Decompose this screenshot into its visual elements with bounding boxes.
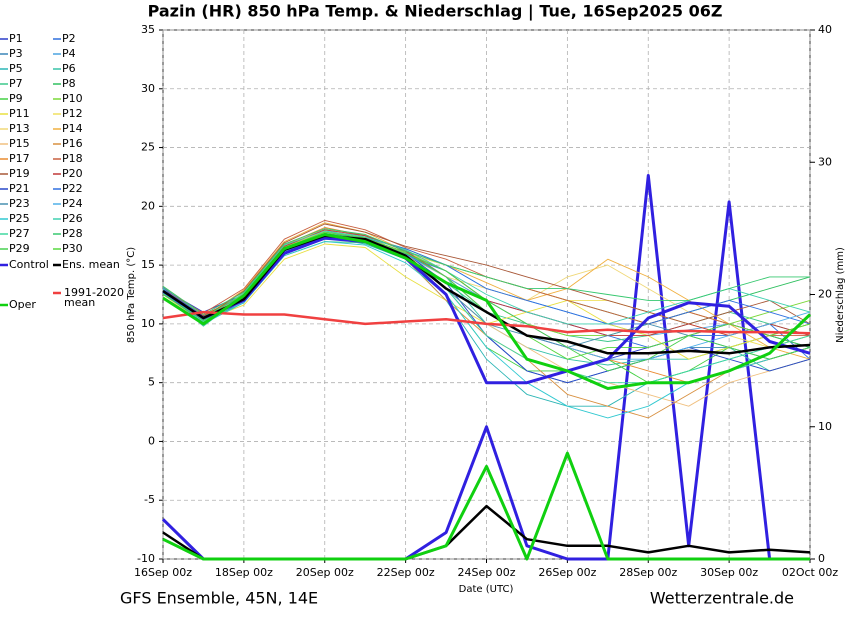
- legend-label: P18: [62, 152, 83, 165]
- legend-label-part: mean: [64, 296, 95, 309]
- legend-label: P20: [62, 167, 83, 180]
- temp-line: [162, 223, 811, 325]
- legend-label: P30: [62, 242, 83, 255]
- x-tick-label: 02Oct 00z: [782, 566, 839, 579]
- legend-label: P14: [62, 122, 83, 135]
- legend-label: Control: [9, 258, 49, 271]
- legend-label: P22: [62, 182, 83, 195]
- legend-label: P24: [62, 197, 83, 210]
- y2-tick-label: 0: [818, 552, 825, 565]
- legend-label: P13: [9, 122, 30, 135]
- legend-label: P11: [9, 107, 30, 120]
- y-tick-label: 0: [148, 434, 155, 447]
- precip-line: [162, 451, 810, 561]
- x-tick-label: 28Sep 00z: [619, 566, 677, 579]
- legend-label: P23: [9, 197, 30, 210]
- legend-label: P25: [9, 212, 30, 225]
- y2-tick-label: 30: [818, 155, 832, 168]
- y2-tick-label: 40: [818, 23, 832, 36]
- source-left: GFS Ensemble, 45N, 14E: [120, 589, 318, 608]
- x-tick-label: 26Sep 00z: [538, 566, 596, 579]
- legend-label: P17: [9, 152, 30, 165]
- y-tick-label: 35: [141, 23, 155, 36]
- y2-axis-label: Niederschlag (mm): [835, 247, 846, 343]
- legend-label: P16: [62, 137, 83, 150]
- legend-label: P19: [9, 167, 30, 180]
- x-tick-label: 22Sep 00z: [377, 566, 435, 579]
- y2-tick-label: 10: [818, 420, 832, 433]
- x-tick-label: 30Sep 00z: [700, 566, 758, 579]
- source-right: Wetterzentrale.de: [650, 589, 794, 608]
- legend-label: P12: [62, 107, 83, 120]
- legend-label: P21: [9, 182, 30, 195]
- legend-label: P28: [62, 227, 83, 240]
- y-tick-label: 10: [141, 317, 155, 330]
- legend-label-part: 1991-2020: [64, 286, 124, 299]
- y2-tick-label: 20: [818, 288, 832, 301]
- legend-label: P3: [9, 47, 23, 60]
- legend-label: Ens. mean: [62, 258, 120, 271]
- x-axis-label: Date (UTC): [459, 584, 514, 595]
- x-tick-label: 24Sep 00z: [458, 566, 516, 579]
- y-tick-label: 25: [141, 141, 155, 154]
- legend-label: P7: [9, 77, 23, 90]
- y-tick-label: 20: [141, 199, 155, 212]
- legend-label: P4: [62, 47, 76, 60]
- legend-label: P26: [62, 212, 83, 225]
- legend-label: P15: [9, 137, 30, 150]
- y-tick-label: -10: [137, 552, 155, 565]
- legend-label: P2: [62, 32, 76, 45]
- legend-label: P9: [9, 92, 23, 105]
- legend-label: Oper: [9, 298, 36, 311]
- legend-label: P5: [9, 62, 23, 75]
- legend-label: 1991-2020 mean: [64, 286, 124, 309]
- y-tick-label: 5: [148, 376, 155, 389]
- legend-label: P8: [62, 77, 76, 90]
- x-tick-label: 16Sep 00z: [134, 566, 192, 579]
- y-tick-label: -5: [144, 493, 155, 506]
- legend-label: P29: [9, 242, 30, 255]
- temp-line: [162, 236, 811, 385]
- y-tick-label: 15: [141, 258, 155, 271]
- x-tick-label: 18Sep 00z: [215, 566, 273, 579]
- x-tick-label: 20Sep 00z: [296, 566, 354, 579]
- y-axis-label: 850 hPa Temp. (°C): [126, 247, 137, 343]
- y-tick-label: 30: [141, 82, 155, 95]
- temp-line: [162, 310, 811, 335]
- legend-label: P1: [9, 32, 23, 45]
- legend-label: P10: [62, 92, 83, 105]
- temp-line: [162, 228, 810, 315]
- chart-title: Pazin (HR) 850 hPa Temp. & Niederschlag …: [148, 2, 723, 22]
- legend-label: P27: [9, 227, 30, 240]
- temp-line: [162, 233, 812, 390]
- legend-label: P6: [62, 62, 76, 75]
